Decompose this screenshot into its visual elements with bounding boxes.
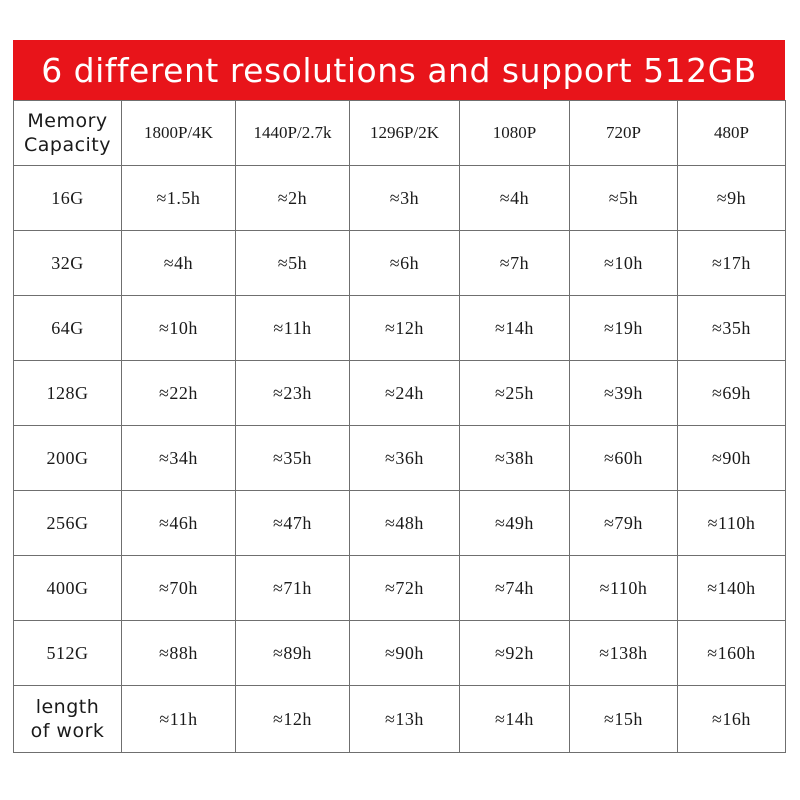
capacity-cell: 16G <box>13 165 122 231</box>
capacity-cell: 200G <box>13 425 122 491</box>
table-row: 16G ≈1.5h ≈2h ≈3h ≈4h ≈5h ≈9h <box>13 165 786 231</box>
duration-cell: ≈4h <box>459 165 570 231</box>
duration-cell: ≈5h <box>569 165 678 231</box>
memory-capacity-header: Memory Capacity <box>13 100 122 166</box>
duration-cell: ≈10h <box>121 295 236 361</box>
duration-cell: ≈92h <box>459 620 570 686</box>
capacity-cell: 32G <box>13 230 122 296</box>
table-row: 32G ≈4h ≈5h ≈6h ≈7h ≈10h ≈17h <box>13 230 786 296</box>
length-of-work-header: length of work <box>13 685 122 753</box>
banner-title: 6 different resolutions and support 512G… <box>13 40 785 100</box>
duration-cell: ≈5h <box>235 230 350 296</box>
capacity-cell: 64G <box>13 295 122 361</box>
duration-cell: ≈79h <box>569 490 678 556</box>
duration-cell: ≈12h <box>349 295 460 361</box>
resolution-header: 1296P/2K <box>349 100 460 166</box>
table-row: 256G ≈46h ≈47h ≈48h ≈49h ≈79h ≈110h <box>13 490 786 556</box>
duration-cell: ≈160h <box>677 620 786 686</box>
table-row: 200G ≈34h ≈35h ≈36h ≈38h ≈60h ≈90h <box>13 425 786 491</box>
duration-cell: ≈19h <box>569 295 678 361</box>
duration-cell: ≈74h <box>459 555 570 621</box>
table-row: 64G ≈10h ≈11h ≈12h ≈14h ≈19h ≈35h <box>13 295 786 361</box>
memory-capacity-line2: Capacity <box>23 134 112 156</box>
resolution-header: 720P <box>569 100 678 166</box>
duration-cell: ≈70h <box>121 555 236 621</box>
duration-cell: ≈4h <box>121 230 236 296</box>
capacity-cell: 128G <box>13 360 122 426</box>
duration-cell: ≈7h <box>459 230 570 296</box>
resolution-header: 1080P <box>459 100 570 166</box>
duration-cell: ≈39h <box>569 360 678 426</box>
duration-cell: ≈3h <box>349 165 460 231</box>
duration-cell: ≈23h <box>235 360 350 426</box>
duration-cell: ≈90h <box>349 620 460 686</box>
duration-cell: ≈2h <box>235 165 350 231</box>
duration-cell: ≈110h <box>677 490 786 556</box>
duration-cell: ≈16h <box>677 685 786 753</box>
duration-cell: ≈6h <box>349 230 460 296</box>
duration-cell: ≈69h <box>677 360 786 426</box>
duration-cell: ≈35h <box>677 295 786 361</box>
resolution-header: 480P <box>677 100 786 166</box>
duration-cell: ≈138h <box>569 620 678 686</box>
duration-cell: ≈38h <box>459 425 570 491</box>
duration-cell: ≈36h <box>349 425 460 491</box>
duration-cell: ≈71h <box>235 555 350 621</box>
duration-cell: ≈47h <box>235 490 350 556</box>
resolution-header: 1800P/4K <box>121 100 236 166</box>
length-of-work-line2: of work <box>30 720 105 742</box>
duration-cell: ≈15h <box>569 685 678 753</box>
duration-cell: ≈13h <box>349 685 460 753</box>
duration-cell: ≈10h <box>569 230 678 296</box>
memory-capacity-line1: Memory <box>27 110 108 132</box>
length-of-work-line1: length <box>35 696 100 718</box>
table-row: 128G ≈22h ≈23h ≈24h ≈25h ≈39h ≈69h <box>13 360 786 426</box>
duration-cell: ≈46h <box>121 490 236 556</box>
capacity-cell: 512G <box>13 620 122 686</box>
duration-cell: ≈34h <box>121 425 236 491</box>
duration-cell: ≈35h <box>235 425 350 491</box>
duration-cell: ≈60h <box>569 425 678 491</box>
duration-cell: ≈12h <box>235 685 350 753</box>
table-row: 400G ≈70h ≈71h ≈72h ≈74h ≈110h ≈140h <box>13 555 786 621</box>
capacity-cell: 400G <box>13 555 122 621</box>
duration-cell: ≈9h <box>677 165 786 231</box>
duration-cell: ≈90h <box>677 425 786 491</box>
duration-cell: ≈14h <box>459 685 570 753</box>
duration-cell: ≈22h <box>121 360 236 426</box>
duration-cell: ≈14h <box>459 295 570 361</box>
duration-cell: ≈72h <box>349 555 460 621</box>
duration-cell: ≈24h <box>349 360 460 426</box>
duration-cell: ≈11h <box>235 295 350 361</box>
duration-cell: ≈88h <box>121 620 236 686</box>
duration-cell: ≈1.5h <box>121 165 236 231</box>
work-length-row: length of work ≈11h ≈12h ≈13h ≈14h ≈15h … <box>13 685 786 753</box>
capacity-recording-table: Memory Capacity 1800P/4K 1440P/2.7k 1296… <box>13 100 786 753</box>
duration-cell: ≈17h <box>677 230 786 296</box>
table-row: 512G ≈88h ≈89h ≈90h ≈92h ≈138h ≈160h <box>13 620 786 686</box>
duration-cell: ≈140h <box>677 555 786 621</box>
duration-cell: ≈11h <box>121 685 236 753</box>
resolution-header: 1440P/2.7k <box>235 100 350 166</box>
duration-cell: ≈48h <box>349 490 460 556</box>
duration-cell: ≈25h <box>459 360 570 426</box>
duration-cell: ≈89h <box>235 620 350 686</box>
duration-cell: ≈110h <box>569 555 678 621</box>
duration-cell: ≈49h <box>459 490 570 556</box>
header-row: Memory Capacity 1800P/4K 1440P/2.7k 1296… <box>13 100 786 166</box>
capacity-cell: 256G <box>13 490 122 556</box>
